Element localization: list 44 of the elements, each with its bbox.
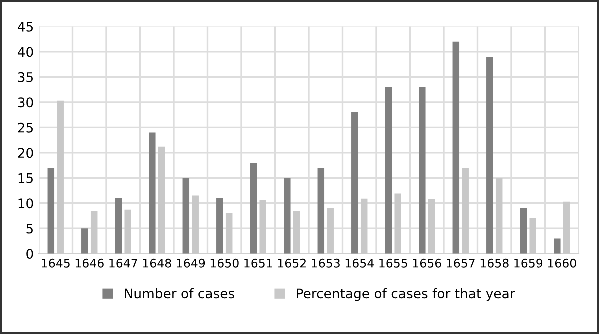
- y-tick-label: 15: [18, 174, 33, 184]
- x-tick-label: 1647: [110, 258, 138, 268]
- y-tick-label: 25: [18, 122, 33, 133]
- legend-label: Percentage of cases for that year: [297, 288, 516, 302]
- bar: [352, 112, 358, 254]
- x-tick-label: 1656: [413, 258, 442, 268]
- x-tick-label: 1646: [76, 258, 104, 268]
- bar: [284, 178, 291, 254]
- legend-label: Number of cases: [125, 288, 234, 299]
- bar: [486, 57, 494, 254]
- bar: [250, 162, 258, 254]
- bar: [115, 198, 122, 254]
- bar: [520, 208, 528, 254]
- x-tick-label: 1652: [278, 258, 306, 268]
- bar: [182, 178, 190, 254]
- y-tick-label: 30: [18, 98, 34, 108]
- bar: [554, 238, 561, 254]
- bar: [452, 42, 460, 254]
- x-tick-label: 1653: [312, 258, 340, 268]
- bar: [419, 87, 426, 254]
- y-tick-label: 5: [26, 224, 33, 234]
- bar: [149, 132, 156, 254]
- bar: [48, 168, 55, 254]
- x-tick-label: 1645: [42, 258, 70, 268]
- x-tick-label: 1649: [177, 258, 206, 268]
- y-tick-label: 0: [26, 249, 34, 260]
- bar: [216, 198, 224, 254]
- x-tick-label: 1658: [480, 258, 509, 268]
- x-tick-label: 1660: [548, 258, 576, 268]
- x-tick-label: 1655: [380, 258, 408, 268]
- y-tick-label: 45: [18, 22, 33, 32]
- y-tick-label: 20: [18, 148, 34, 158]
- y-tick-label: 35: [18, 72, 33, 82]
- y-tick-label: 40: [18, 47, 34, 58]
- bar: [82, 228, 88, 254]
- x-tick-label: 1659: [514, 258, 543, 268]
- bar: [385, 87, 392, 254]
- x-tick-label: 1650: [210, 258, 239, 268]
- x-tick-label: 1657: [447, 258, 475, 268]
- bar: [318, 168, 325, 254]
- y-tick-label: 10: [18, 198, 34, 209]
- x-tick-label: 1654: [346, 258, 374, 268]
- x-tick-label: 1651: [244, 258, 272, 268]
- x-tick-label: 1648: [143, 258, 172, 268]
